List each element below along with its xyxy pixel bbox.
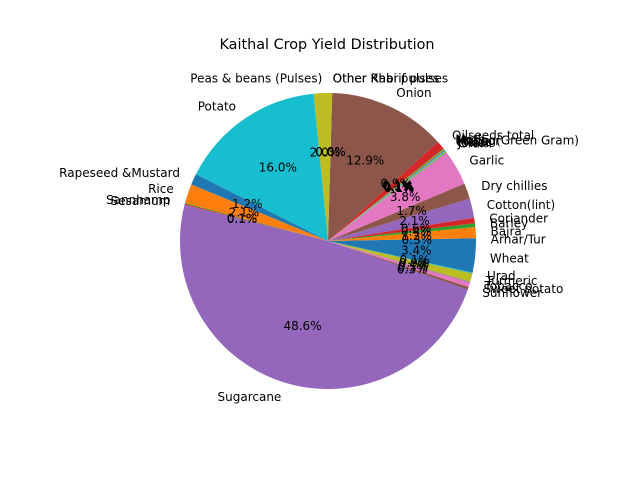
slice-sugarcane <box>179 204 468 390</box>
slice-bajra <box>328 226 476 241</box>
slice-moth <box>328 148 444 241</box>
pct-label-peas-beans-pulses: 2.0% <box>310 145 341 159</box>
pct-label-arhar-tur: 0.3% <box>402 233 433 247</box>
slice-moong-green-gram <box>328 149 445 241</box>
pct-label-masoor: 0.1% <box>383 180 414 194</box>
category-label-sesamum: Sesamum <box>111 194 171 208</box>
slice-gram <box>328 152 447 241</box>
slice-arhar-tur <box>328 238 476 241</box>
slice-sweet-potato <box>328 241 471 287</box>
pct-label-sesamum: 0.1% <box>227 212 258 226</box>
category-label-peas-beans-pulses: Peas & beans (Pulses) <box>190 71 322 85</box>
slice-jowar <box>328 151 447 241</box>
pct-label-coriander: 0.6% <box>401 222 432 236</box>
pct-label-barley: 0.4% <box>401 224 432 238</box>
pct-label-urad: 0.1% <box>399 253 430 267</box>
slice-rice <box>184 184 328 241</box>
slice-wheat <box>328 241 476 273</box>
slice-sannhamp <box>184 203 328 241</box>
slice-turmeric <box>328 241 473 282</box>
chart-title: Kaithal Crop Yield Distribution <box>219 37 434 53</box>
category-label-maize: Maize <box>457 135 492 149</box>
category-label-dry-chillies: Dry chillies <box>481 179 547 193</box>
slice-urad <box>328 241 473 274</box>
pct-label-garlic: 3.8% <box>390 190 421 204</box>
pct-label-sannhamp: 0.1% <box>227 212 258 226</box>
category-label-rapeseed-mustard: Rapeseed &Mustard <box>59 166 180 180</box>
slice-peas-beans-pulses <box>313 93 333 242</box>
category-label-other-rabi-pulses: Other Rabi pulses <box>333 71 440 85</box>
slice-barley <box>328 223 476 241</box>
pct-label-tobacco: 0.1% <box>398 259 429 273</box>
pct-label-sunflower: 0.3% <box>397 262 428 276</box>
category-label-moth: Moth <box>455 133 485 147</box>
category-label-masoor: Masoor <box>457 134 501 148</box>
slice-garlic <box>328 152 465 241</box>
pct-label-turmeric: 0.9% <box>399 256 430 270</box>
pct-label-other-rabi-pulses: 0.0% <box>315 145 346 159</box>
category-label-arhar-tur: Arhar/Tur <box>491 232 546 246</box>
pct-label-rice: 2.1% <box>229 206 260 220</box>
slice-masoor <box>328 149 446 241</box>
category-label-wheat: Wheat <box>490 251 529 265</box>
pct-label-onion: 12.9% <box>346 153 384 167</box>
pct-label-sweet-potato: 0.5% <box>398 260 429 274</box>
slice-potato <box>195 93 328 242</box>
category-label-garlic: Garlic <box>469 153 504 167</box>
slice-rapeseed-mustard <box>191 174 328 241</box>
pct-label-moong-green-gram: 0.1% <box>383 179 414 193</box>
pct-label-sugarcane: 48.6% <box>283 319 321 333</box>
pie-category-labels: Arhar/TurBajraBarleyCorianderCotton(lint… <box>59 71 579 404</box>
pct-label-dry-chillies: 1.7% <box>396 204 427 218</box>
slice-sunflower <box>328 241 469 290</box>
category-label-sunflower: Sunflower <box>482 286 542 300</box>
category-label-sugarcane: Sugarcane <box>218 390 282 404</box>
pct-label-other-kharif-pulses: 0.0% <box>315 145 346 159</box>
category-label-moong-green-gram: Moong(Green Gram) <box>456 133 579 147</box>
pct-label-potato: 16.0% <box>259 161 297 175</box>
category-label-jowar: Jowar <box>457 136 491 150</box>
pct-label-wheat: 3.4% <box>401 244 432 258</box>
category-label-barley: Barley <box>490 217 528 231</box>
pct-label-bajra: 1.2% <box>401 229 432 243</box>
category-label-coriander: Coriander <box>489 211 548 225</box>
pct-label-moth: 0.1% <box>382 179 413 193</box>
category-label-turmeric: Turmeric <box>485 274 538 288</box>
category-label-other-kharif-pulses: Other Kharif pulses <box>333 71 448 85</box>
slice-dry-chillies <box>328 183 470 241</box>
category-label-tobacco: Tobacco <box>483 279 532 293</box>
slice-coriander <box>328 217 475 241</box>
category-label-oilseeds-total: Oilseeds total <box>452 129 534 143</box>
category-label-sweet-potato: Sweet potato <box>484 282 564 296</box>
category-label-urad: Urad <box>487 269 516 283</box>
category-label-sannhamp: Sannhamp <box>106 193 170 207</box>
category-label-cotton-lint: Cotton(lint) <box>487 198 555 212</box>
pie-percent-labels: 0.3%1.2%0.4%0.6%2.1%1.7%3.8%0.1%0.1%0.1%… <box>227 145 432 333</box>
pct-label-jowar: 0.1% <box>384 180 415 194</box>
category-label-gram: Gram <box>458 137 491 151</box>
slice-tobacco <box>328 241 471 283</box>
slice-sesamum <box>184 203 328 241</box>
category-label-onion: Onion <box>396 86 431 100</box>
slice-onion <box>328 93 438 241</box>
pct-label-rapeseed-mustard: 1.2% <box>232 197 263 211</box>
pct-label-gram: 0.1% <box>384 181 415 195</box>
category-label-rice: Rice <box>148 182 174 196</box>
category-label-potato: Potato <box>198 100 236 114</box>
pie-slices <box>179 93 476 390</box>
slice-maize <box>328 150 446 241</box>
slice-oilseeds-total <box>328 141 444 241</box>
category-label-bajra: Bajra <box>491 225 522 239</box>
slice-cotton-lint <box>328 198 475 241</box>
pct-label-oilseeds-total: 0.9% <box>380 176 411 190</box>
pct-label-maize: 0.1% <box>383 180 414 194</box>
pct-label-cotton-lint: 2.1% <box>399 214 430 228</box>
